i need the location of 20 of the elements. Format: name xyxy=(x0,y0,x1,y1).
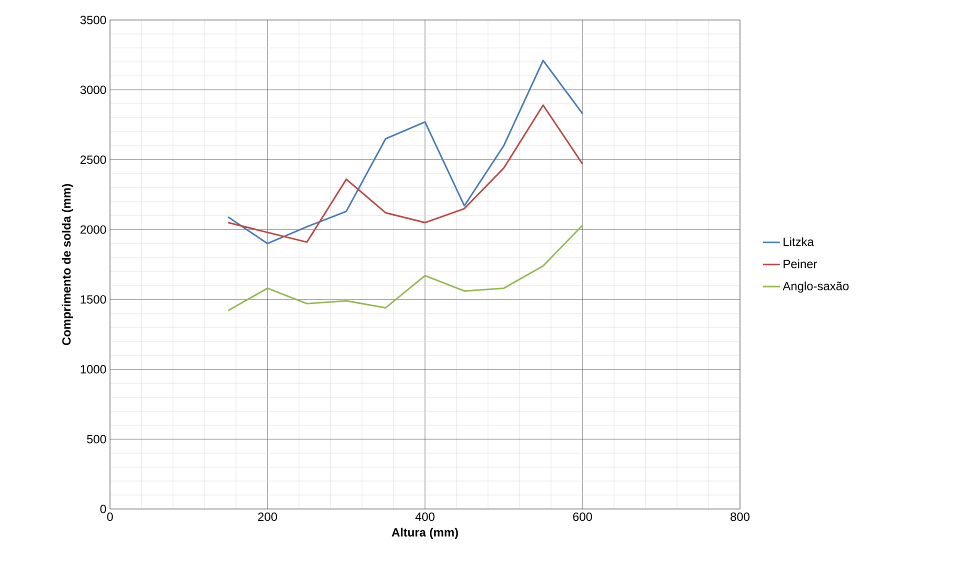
x-tick-label: 0 xyxy=(107,512,113,521)
legend-label: Litzka xyxy=(784,237,814,246)
x-tick-label: 200 xyxy=(258,512,278,521)
x-tick-label: 400 xyxy=(415,512,435,521)
line-series xyxy=(227,224,584,312)
y-tick-label: 1500 xyxy=(80,295,106,304)
y-tick-label: 500 xyxy=(87,434,106,444)
y-axis-title: Comprimento de solda (mm) xyxy=(62,184,74,346)
y-tick-label: 3500 xyxy=(80,16,106,24)
legend-label: Anglo-saxão xyxy=(782,282,849,293)
y-tick-label: 1000 xyxy=(80,365,106,374)
y-tick-label: 3000 xyxy=(80,86,106,94)
y-tick-label: 2000 xyxy=(80,225,106,234)
y-tick-label: 0 xyxy=(100,504,106,514)
x-tick-label: 600 xyxy=(573,512,592,521)
x-tick-label: 800 xyxy=(730,512,750,521)
legend-label: Peiner xyxy=(784,259,818,268)
line-series xyxy=(227,60,584,244)
y-tick-label: 2500 xyxy=(80,155,106,164)
x-axis-title: Altura (mm) xyxy=(392,528,458,539)
